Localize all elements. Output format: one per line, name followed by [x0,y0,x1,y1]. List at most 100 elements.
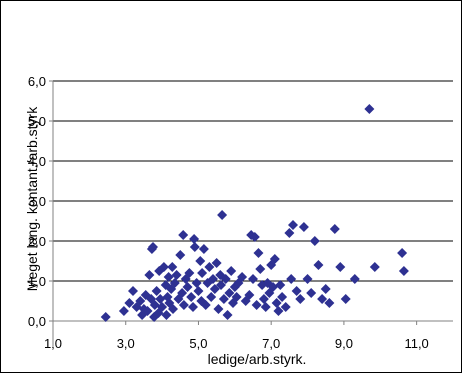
data-point [178,300,189,310]
data-point [200,300,211,310]
data-point [224,288,235,298]
data-point [182,282,193,292]
data-point [168,304,178,314]
data-point [149,300,160,310]
data-point [369,262,380,272]
data-point [128,286,138,296]
data-point [208,274,218,284]
data-point [100,312,111,322]
x-tick-labels: 1,0 3,0 5,0 7,0 9,0 11,0 [44,336,429,351]
data-point [167,262,178,272]
data-point [213,304,224,314]
data-point [135,296,146,306]
data-point [211,258,222,268]
data-point [288,220,298,230]
x-tick-label: 3,0 [117,336,135,351]
x-axis-title: ledige/arb.styrk. [208,351,307,367]
data-point [161,310,172,320]
data-point [118,306,129,316]
x-tick-label: 7,0 [262,336,280,351]
data-point [397,248,408,258]
axes [49,80,453,346]
data-point [177,288,188,298]
y-axis-title: Meget lang. kontant./arb.styrk [24,106,40,291]
data-point [218,294,229,304]
data-point [317,294,328,304]
data-point [286,274,297,284]
data-point [237,272,248,282]
data-point [302,274,313,284]
data-point [277,292,288,302]
data-point [157,302,168,312]
data-point [226,266,237,276]
y-tick-label: 6,0 [28,74,46,89]
data-point [169,278,180,288]
data-point [158,262,169,272]
data-point [335,262,346,272]
data-point [313,260,324,270]
data-point [216,280,226,290]
data-point [124,298,135,308]
data-point [268,282,278,292]
data-point [253,248,264,258]
data-point [295,294,306,304]
data-point [193,286,204,296]
x-tick-label: 9,0 [335,336,353,351]
data-point [189,234,200,244]
data-point [175,250,186,260]
data-point [260,302,271,312]
x-tick-label: 11,0 [404,336,428,351]
data-point [151,286,162,296]
data-point [255,264,266,274]
data-point [171,270,182,280]
data-point [275,280,286,290]
data-point [142,306,153,316]
data-point [184,268,195,278]
data-point [220,274,231,284]
data-point [269,254,280,264]
data-point [320,284,331,294]
data-point [209,284,220,294]
data-point [340,294,351,304]
data-point [222,310,233,320]
data-points [100,104,409,322]
y-tick-label: 1,0 [28,274,46,289]
data-point [258,294,269,304]
data-point [191,278,202,288]
data-point [291,286,302,296]
data-point [188,302,198,312]
data-point [306,288,317,298]
data-point [178,230,189,240]
x-tick-label: 5,0 [189,336,207,351]
data-point [197,268,208,278]
data-point [163,272,174,282]
data-point [324,298,335,308]
data-point [217,210,228,220]
data-point [195,256,206,266]
data-point [271,298,282,308]
data-point [244,290,255,300]
data-point [284,228,295,238]
y-tick-labels: 0,0 1,0 2,0 3,0 4,0 5,0 6,0 [28,74,46,329]
data-point [309,236,320,246]
y-tick-label: 5,0 [28,114,46,129]
data-point [349,274,360,284]
y-tick-label: 3,0 [28,194,46,209]
data-point [148,242,158,252]
data-point [273,306,284,316]
data-point [364,104,375,114]
data-point [251,300,262,310]
data-point [189,242,200,252]
y-tick-label: 2,0 [28,234,46,249]
data-point [186,292,197,302]
grid-lines [53,80,453,282]
y-tick-label: 0,0 [28,314,46,329]
y-tick-label: 4,0 [28,154,46,169]
data-point [329,224,340,234]
data-point [204,262,215,272]
x-tick-label: 1,0 [44,336,62,351]
data-point [155,294,166,304]
data-point [249,232,260,242]
